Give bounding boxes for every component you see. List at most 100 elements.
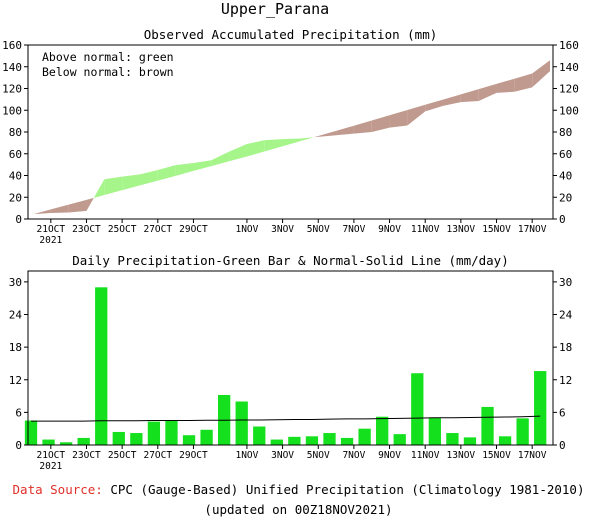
below-normal-segment	[68, 199, 87, 213]
daily-xtick-label: 21OCT	[37, 450, 66, 461]
below-normal-segment	[318, 130, 337, 137]
daily-bar	[323, 433, 336, 445]
above-normal-segment	[122, 174, 140, 191]
daily-bar	[59, 442, 73, 445]
accumulated-xtick-label: 7NOV	[342, 224, 365, 235]
accumulated-precip-chart: Observed Accumulated Precipitation (mm) 0…	[2, 27, 579, 246]
normal-line	[31, 415, 541, 422]
below-normal-segment	[496, 78, 515, 93]
region-title: Upper_Parana	[221, 0, 329, 18]
above-normal-segment	[264, 139, 283, 152]
below-normal-segment	[353, 120, 372, 134]
daily-bar	[516, 418, 529, 445]
below-normal-segment	[313, 136, 319, 138]
daily-bar	[165, 419, 178, 445]
daily-xtick-label: 3NOV	[271, 450, 294, 461]
below-normal-segment	[425, 99, 444, 112]
above-normal-segment	[139, 170, 158, 186]
accumulated-xtick-label: 15NOV	[482, 224, 511, 235]
daily-xtick-sublabel: 2021	[39, 461, 62, 472]
below-normal-segment	[514, 73, 533, 92]
below-normal-segment	[50, 204, 69, 214]
daily-precip-chart: Daily Precipitation-Green Bar & Normal-S…	[9, 253, 573, 472]
legend-entry: Below normal: brown	[42, 65, 174, 79]
accumulated-xtick-sublabel: 2021	[39, 235, 62, 246]
below-normal-segment	[443, 94, 461, 106]
daily-bar	[305, 436, 319, 445]
above-normal-segment	[229, 143, 247, 162]
daily-bar	[112, 431, 125, 445]
daily-xtick-label: 1NOV	[235, 450, 258, 461]
accumulated-chart-title: Observed Accumulated Precipitation (mm)	[144, 27, 438, 42]
daily-bar	[376, 416, 389, 445]
accumulated-ytick-label-right: 120	[559, 83, 579, 96]
accumulated-xtick-label: 1NOV	[235, 224, 258, 235]
below-normal-segment	[336, 125, 354, 136]
above-normal-segment	[282, 138, 301, 147]
below-normal-segment	[389, 110, 408, 128]
accumulated-ytick-label-right: 0	[559, 213, 566, 226]
accumulated-xtick-label: 23OCT	[72, 224, 101, 235]
daily-bar	[481, 406, 494, 445]
above-normal-segment	[175, 162, 194, 176]
daily-xtick-label: 13NOV	[447, 450, 476, 461]
accumulated-xtick-label: 27OCT	[143, 224, 172, 235]
daily-ytick-label-left: 12	[9, 374, 22, 387]
updated-line: (updated on 00Z18NOV2021)	[204, 502, 393, 517]
daily-xtick-label: 15NOV	[482, 450, 511, 461]
above-normal-segment	[93, 179, 105, 198]
above-normal-segment	[300, 137, 314, 142]
daily-bar	[24, 420, 38, 445]
daily-ytick-label-left: 6	[15, 406, 22, 419]
daily-ytick-label-right: 24	[559, 309, 573, 322]
daily-ytick-label-left: 30	[9, 276, 22, 289]
daily-bar	[270, 439, 283, 445]
daily-bar	[42, 439, 55, 445]
accumulated-ytick-label-right: 20	[559, 191, 572, 204]
daily-ytick-label-right: 30	[559, 276, 572, 289]
below-normal-segment	[532, 60, 550, 88]
daily-bar	[95, 287, 108, 445]
accumulated-xtick-label: 5NOV	[307, 224, 330, 235]
daily-bar	[200, 429, 213, 445]
daily-ytick-label-right: 12	[559, 374, 572, 387]
daily-ytick-label-right: 0	[559, 439, 566, 452]
daily-bar	[147, 421, 161, 445]
accumulated-xtick-label: 13NOV	[447, 224, 476, 235]
daily-ytick-label-right: 18	[559, 341, 572, 354]
daily-xtick-label: 29OCT	[179, 450, 208, 461]
daily-xtick-label: 25OCT	[108, 450, 137, 461]
daily-ytick-label-left: 24	[9, 309, 23, 322]
accumulated-ytick-label-right: 80	[559, 126, 572, 139]
data-source-line: Data Source: CPC (Gauge-Based) Unified P…	[0, 482, 597, 497]
accumulated-xtick-label: 29OCT	[179, 224, 208, 235]
below-normal-segment	[371, 115, 390, 132]
daily-bar	[340, 437, 354, 445]
accumulated-xtick-label: 3NOV	[271, 224, 294, 235]
daily-bar	[288, 436, 301, 445]
below-normal-segment	[86, 197, 94, 211]
daily-bar	[358, 428, 371, 445]
daily-ytick-label-left: 18	[9, 341, 22, 354]
daily-bar	[428, 417, 441, 445]
daily-bar	[411, 373, 424, 445]
daily-xtick-label: 7NOV	[342, 450, 365, 461]
data-source-text: CPC (Gauge-Based) Unified Precipitation …	[102, 482, 585, 497]
daily-bar	[77, 437, 90, 445]
accumulated-ytick-label-right: 40	[559, 170, 572, 183]
accumulated-ytick-label-left: 0	[15, 213, 22, 226]
daily-xtick-label: 5NOV	[307, 450, 330, 461]
accumulated-ytick-label-left: 120	[2, 83, 22, 96]
accumulated-ytick-label-right: 140	[559, 61, 579, 74]
accumulated-ytick-label-left: 80	[9, 126, 22, 139]
below-normal-segment	[407, 104, 426, 126]
legend-entry: Above normal: green	[42, 50, 174, 64]
daily-bar	[498, 436, 512, 445]
daily-bar	[130, 433, 143, 445]
above-normal-segment	[104, 176, 123, 195]
above-normal-segment	[193, 160, 212, 171]
above-normal-segment	[211, 151, 230, 167]
daily-bar	[393, 434, 406, 446]
daily-xtick-label: 23OCT	[72, 450, 101, 461]
